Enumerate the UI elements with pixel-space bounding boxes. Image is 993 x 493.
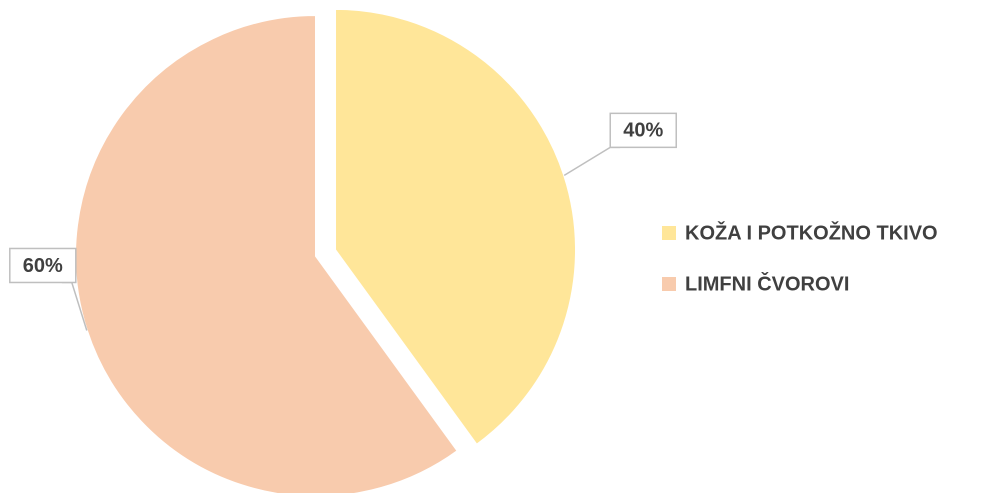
data-label-box bbox=[609, 112, 677, 149]
data-label-box bbox=[9, 247, 77, 284]
legend-label: LIMFNI ČVOROVI bbox=[685, 271, 849, 295]
leader-line bbox=[563, 146, 621, 176]
legend-swatch bbox=[662, 277, 676, 291]
pie-slice bbox=[334, 7, 577, 447]
legend-label: KOŽA I POTKOŽNO TKIVO bbox=[685, 220, 938, 244]
data-label: 40% bbox=[623, 120, 663, 142]
legend-swatch bbox=[662, 226, 676, 240]
data-label: 60% bbox=[23, 255, 63, 277]
